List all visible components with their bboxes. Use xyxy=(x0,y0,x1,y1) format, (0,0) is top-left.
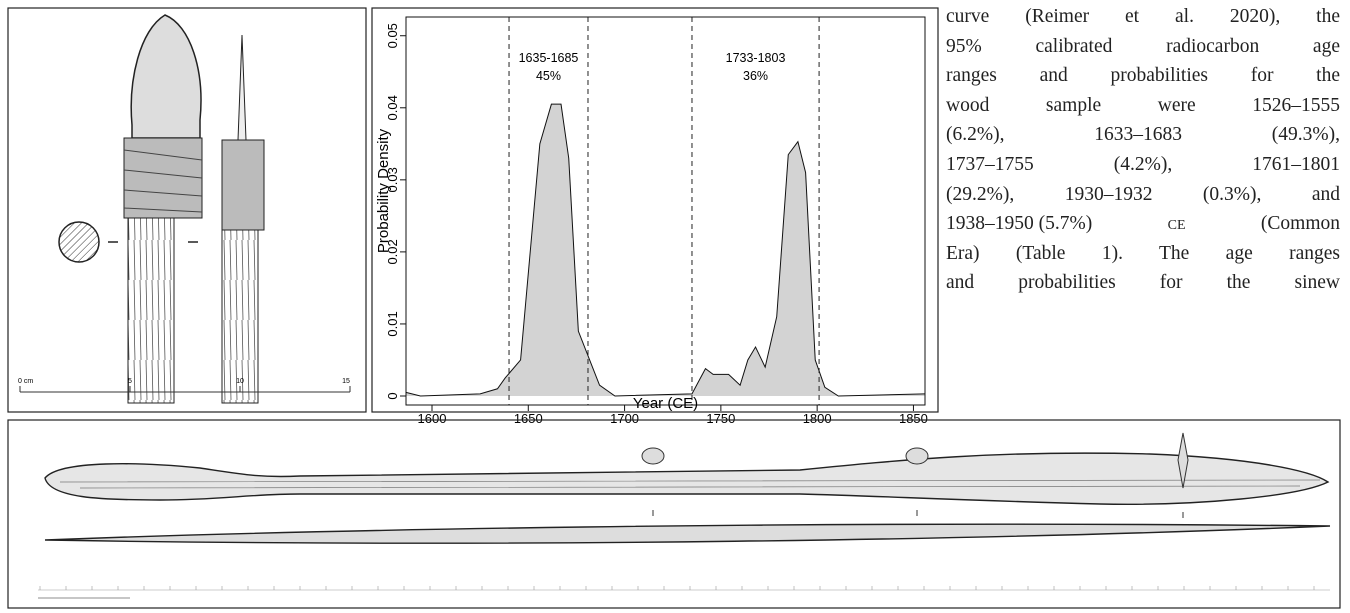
text-line: (29.2%), 1930–1932 (0.3%), and xyxy=(946,183,1340,205)
panel-frame xyxy=(371,7,939,413)
x-tick-label: 1750 xyxy=(706,411,735,426)
scale-label: 0 cm xyxy=(18,378,33,385)
body-text: curve (Reimer et al. 2020), the 95% calib… xyxy=(946,2,1340,298)
scale-label: 15 xyxy=(342,378,350,385)
scale-label: 10 xyxy=(236,378,244,385)
panel-frame xyxy=(7,7,367,413)
annotation: 36% xyxy=(743,69,768,83)
y-tick-label: 0.04 xyxy=(385,95,400,120)
text-span: ce xyxy=(1167,213,1186,235)
text-line: curve (Reimer et al. 2020), the xyxy=(946,6,1340,27)
text-span: (Common xyxy=(1260,213,1340,235)
annotation: 1635-1685 xyxy=(519,51,579,65)
density-fill xyxy=(406,104,925,396)
x-tick-label: 1650 xyxy=(514,411,543,426)
x-tick-label: 1600 xyxy=(418,411,447,426)
x-tick-label: 1700 xyxy=(610,411,639,426)
text-line: ranges and probabilities for the xyxy=(946,65,1340,87)
annotation: 45% xyxy=(536,69,561,83)
y-axis-label: Probability Density xyxy=(375,128,392,253)
text-span: 1938–1950 (5.7%) xyxy=(946,213,1093,235)
long-spear-drawing xyxy=(38,432,1331,599)
scale-label: 5 xyxy=(128,378,132,385)
y-tick-label: 0 xyxy=(385,392,400,399)
text-line: 1737–1755 (4.2%), 1761–1801 xyxy=(946,153,1340,175)
text-line: Era) (Table 1). The age ranges xyxy=(946,242,1340,264)
y-tick-label: 0.05 xyxy=(385,23,400,48)
x-tick-label: 1850 xyxy=(899,411,928,426)
y-tick-label: 0.03 xyxy=(385,167,400,192)
density-curve xyxy=(405,103,926,397)
text-line: 95% calibrated radiocarbon age xyxy=(946,35,1340,57)
x-axis-label: Year (CE) xyxy=(633,395,698,412)
text-line: (6.2%), 1633–1683 (49.3%), xyxy=(946,124,1340,146)
text-line: wood sample were 1526–1555 xyxy=(946,94,1340,116)
chart: 1635-1685 45% 1733-1803 36% 1600 1650 1700 1750… xyxy=(375,16,928,426)
x-tick-label: 1800 xyxy=(803,411,832,426)
ruler-ticks xyxy=(39,586,1315,590)
plot-frame xyxy=(405,16,926,406)
y-tick-label: 0.01 xyxy=(385,311,400,336)
scale-bar: 0 cm 5 10 15 xyxy=(18,378,351,393)
spear-drawing xyxy=(58,14,265,404)
text-line: 1938–1950 (5.7%) ce (Common xyxy=(946,209,1340,239)
y-tick-label: 0.02 xyxy=(385,239,400,264)
text-line: and probabilities for the sinew xyxy=(946,272,1340,294)
annotation: 1733-1803 xyxy=(726,51,786,65)
panel-frame xyxy=(7,419,1341,609)
